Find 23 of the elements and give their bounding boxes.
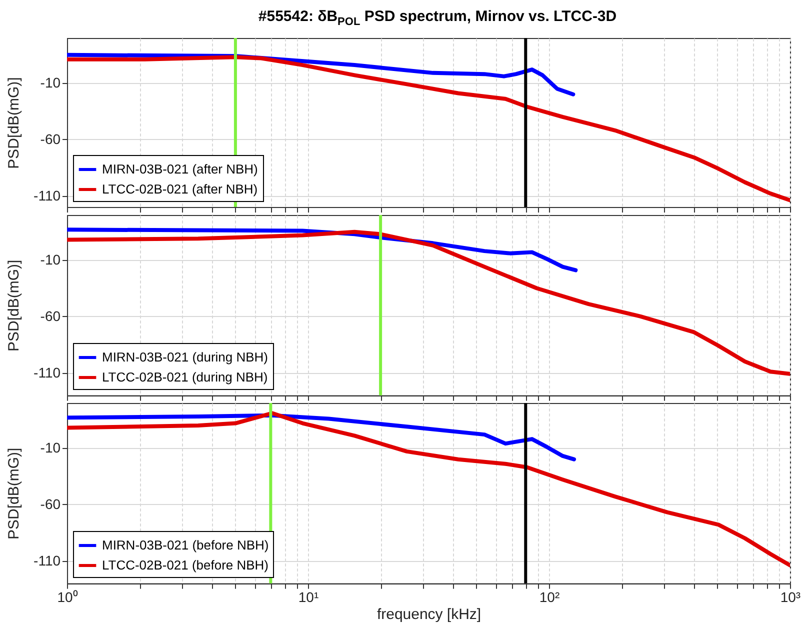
y-tick-label: -10 [40, 440, 61, 456]
chart-title: #55542: δB$_{POL}$ PSD spectrum, Mirnov vs. LTCC-3D [257, 7, 618, 30]
x-tick-label: 10² [539, 589, 560, 606]
legend-label: MIRN-03B-021 (before NBH) [102, 538, 269, 553]
x-tick-label: 10³ [780, 589, 801, 606]
y-axis-title: PSD[dB(mG)] [6, 260, 23, 352]
y-axis-title: PSD[dB(mG)] [6, 448, 23, 540]
legend-label: LTCC-02B-021 (after NBH) [102, 181, 258, 196]
y-tick-label: -10 [40, 74, 61, 91]
legend-label: LTCC-02B-021 (during NBH) [102, 370, 268, 385]
x-tick-label: 10⁰ [57, 589, 78, 606]
y-tick-label: -110 [34, 187, 61, 204]
y-tick-label: -60 [40, 308, 61, 324]
y-tick-label: -60 [40, 130, 61, 147]
y-axis-title: PSD[dB(mG)] [6, 77, 23, 169]
y-tick-label: -60 [40, 496, 61, 512]
legend-label: LTCC-02B-021 (before NBH) [102, 558, 268, 573]
legend-label: MIRN-03B-021 (after NBH) [102, 162, 258, 176]
legend-label: MIRN-03B-021 (during NBH) [102, 350, 268, 365]
y-tick-label: -110 [34, 364, 61, 380]
y-tick-label: -10 [40, 252, 61, 268]
y-tick-label: -110 [34, 552, 61, 569]
x-tick-label: 10¹ [298, 589, 319, 606]
